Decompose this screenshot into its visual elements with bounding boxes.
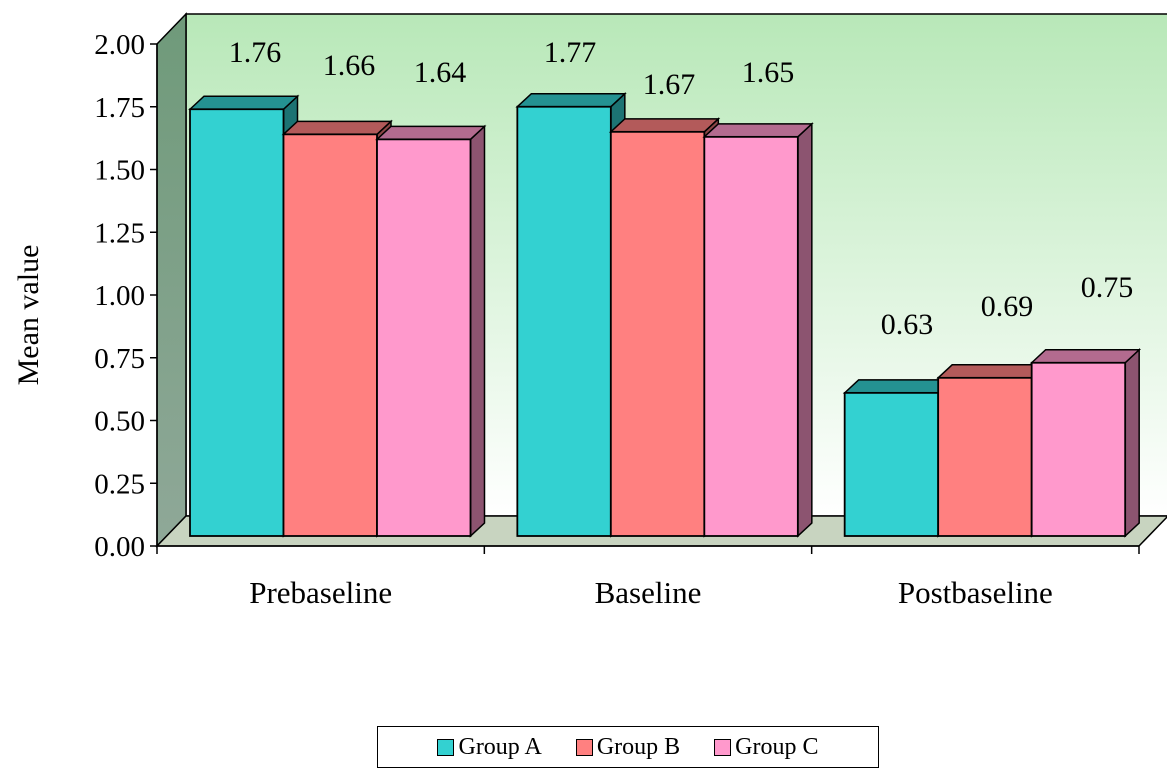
data-label: 1.67 (643, 68, 696, 101)
bar (843, 391, 940, 537)
y-tick-label: 2.00 (94, 29, 145, 61)
data-label: 1.77 (544, 36, 597, 69)
legend-swatch-group-a (437, 738, 455, 756)
bar-top (375, 125, 487, 141)
data-label: 1.65 (742, 56, 795, 89)
legend-label-group-c: Group C (735, 733, 819, 760)
legend-label-group-b: Group B (596, 733, 681, 760)
bar-top (702, 123, 814, 138)
x-category-label: Prebaseline (249, 575, 392, 610)
bar (516, 105, 612, 537)
y-tick-label: 1.00 (94, 280, 145, 312)
bar-top (608, 118, 721, 133)
x-category-label: Postbaseline (898, 575, 1053, 610)
data-label: 0.63 (881, 308, 934, 341)
y-tick-label: 1.75 (94, 92, 145, 124)
bar (376, 138, 472, 537)
bar (189, 108, 285, 537)
legend-item-group-c: Group C (714, 733, 819, 761)
bar-side (797, 122, 813, 538)
bar-side (1124, 348, 1140, 538)
y-axis-title: Mean value (12, 245, 45, 386)
legend-item-group-b: Group B (575, 733, 681, 761)
data-label: 0.75 (1081, 271, 1134, 304)
bar (1030, 361, 1127, 537)
x-category-label: Baseline (595, 575, 702, 610)
legend-swatch-group-c (714, 738, 732, 756)
bar (609, 130, 706, 537)
bar-top (515, 92, 627, 108)
bar-side (469, 124, 486, 538)
bar-top (1029, 349, 1142, 364)
y-tick-label: 1.50 (94, 155, 145, 187)
data-label: 1.66 (323, 49, 376, 82)
y-tick-label: 0.25 (94, 468, 145, 500)
y-tick-label: 1.25 (94, 217, 145, 249)
chart-side-wall (156, 12, 187, 548)
bar (282, 133, 378, 537)
bar-top (936, 364, 1048, 379)
bar (703, 135, 799, 537)
legend-swatch-group-b (575, 738, 593, 756)
bar-top (188, 95, 300, 110)
bar (937, 376, 1033, 537)
legend-item-group-a: Group A (437, 733, 542, 761)
legend-label-group-a: Group A (458, 733, 542, 760)
y-tick-label: 0.00 (94, 531, 145, 563)
bar-top (842, 379, 955, 394)
bar-top (281, 120, 393, 136)
chart-legend: Group A Group B Group C (377, 726, 879, 768)
y-tick-label: 0.50 (94, 406, 145, 438)
data-label: 1.76 (229, 36, 282, 69)
data-label: 0.69 (981, 290, 1034, 323)
y-tick-label: 0.75 (94, 343, 145, 375)
data-label: 1.64 (414, 56, 467, 89)
